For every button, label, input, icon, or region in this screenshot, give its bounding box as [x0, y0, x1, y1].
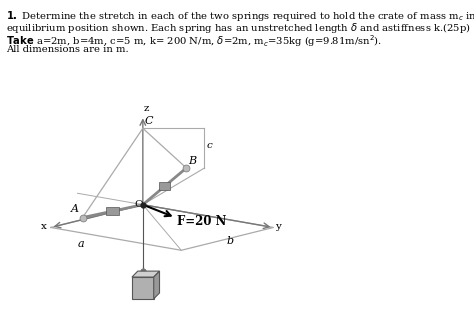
- Text: O: O: [134, 200, 143, 209]
- Text: b: b: [226, 236, 233, 246]
- Bar: [106, 207, 119, 215]
- Polygon shape: [132, 271, 160, 277]
- Text: z: z: [144, 105, 149, 114]
- Text: All dimensions are in m.: All dimensions are in m.: [6, 45, 128, 54]
- Polygon shape: [154, 271, 160, 299]
- Text: A: A: [71, 204, 79, 213]
- Text: $\bf{Take}$ a=2m, b=4m, c=5 m, k= 200 N/m, $\delta$=2m, m$_c$=35kg (g=9.81m/sn$^: $\bf{Take}$ a=2m, b=4m, c=5 m, k= 200 N/…: [6, 33, 382, 49]
- Text: C: C: [145, 117, 154, 126]
- Text: equilibrium position shown. Each spring has an unstretched length $\delta$ and a: equilibrium position shown. Each spring …: [6, 21, 471, 35]
- Text: $\bf{1.}$ Determine the stretch in each of the two springs required to hold the : $\bf{1.}$ Determine the stretch in each …: [6, 9, 474, 23]
- Text: F=20 N: F=20 N: [177, 215, 226, 228]
- Text: c: c: [207, 141, 212, 150]
- Text: a: a: [78, 239, 84, 249]
- Text: y: y: [275, 222, 281, 231]
- Text: x: x: [41, 222, 46, 231]
- Bar: [132, 277, 154, 299]
- Bar: [159, 182, 170, 190]
- Text: B: B: [189, 156, 197, 166]
